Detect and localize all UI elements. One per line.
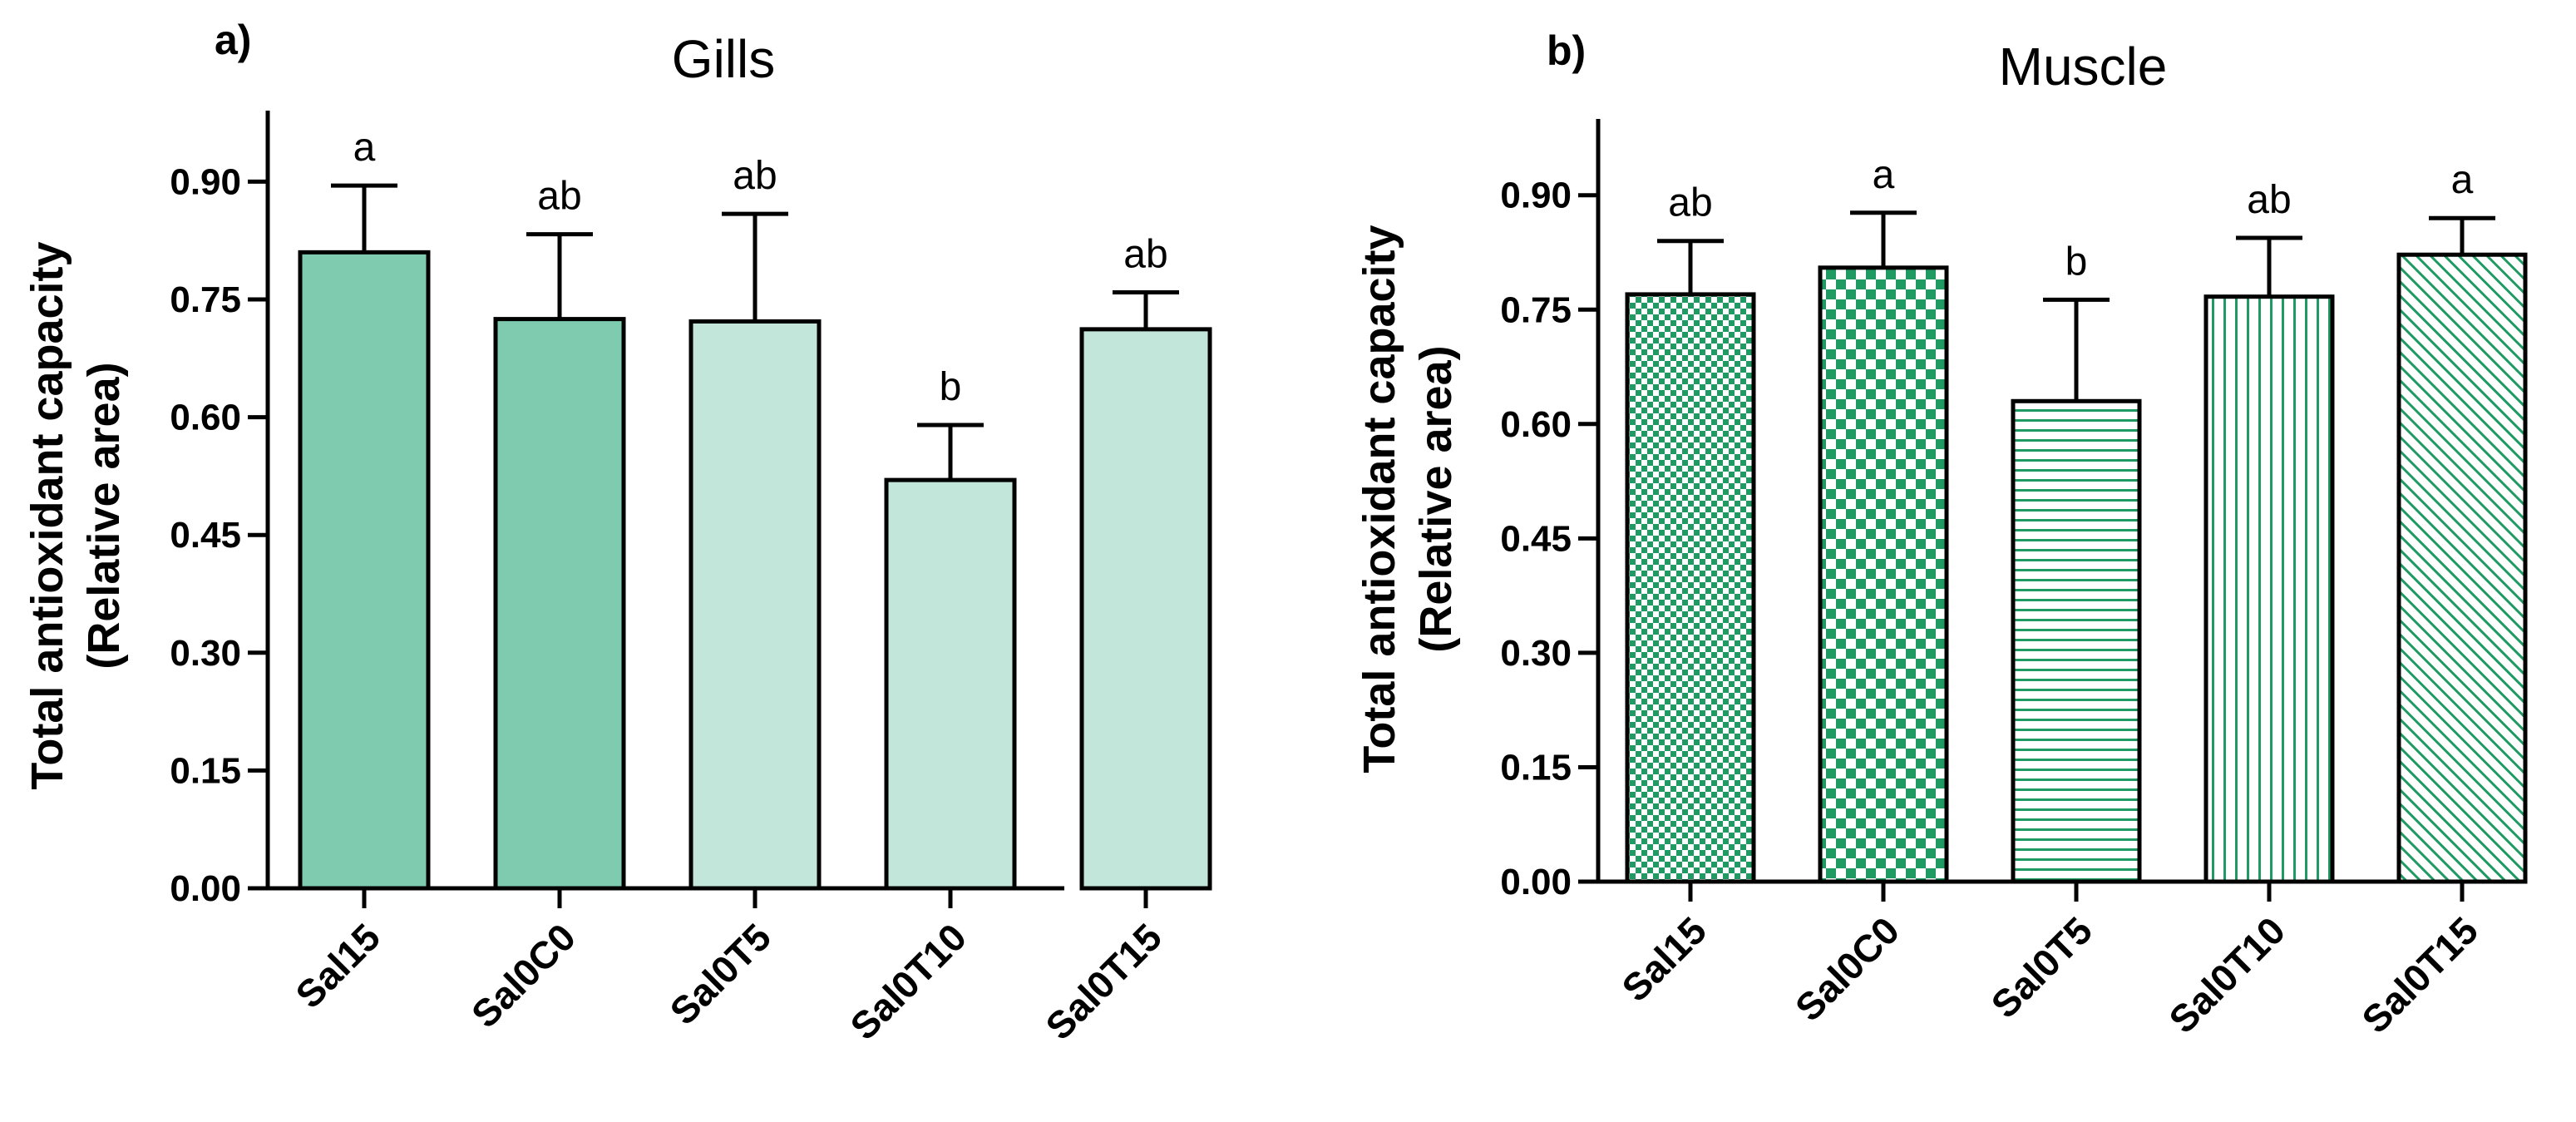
bar-sal0c0 xyxy=(1818,265,1949,884)
bar-sal15 xyxy=(298,250,431,891)
bar-sal0t10 xyxy=(884,477,1017,891)
y-axis-label-line1: Total antioxidant capacity xyxy=(1355,225,1404,773)
x-tick-label: Sal0T15 xyxy=(2353,908,2486,1041)
y-tick-label: 0.75 xyxy=(170,279,241,320)
bar-sal0t15 xyxy=(2396,252,2528,884)
y-tick-label: 0.75 xyxy=(1500,289,1572,330)
panel-muscle: b) Muscle Total antioxidant capacity (Re… xyxy=(1355,27,2528,1041)
x-tick-label: Sal0T15 xyxy=(1037,915,1170,1048)
y-axis-label-line2: (Relative area) xyxy=(1411,345,1461,652)
y-tick-label: 0.15 xyxy=(1500,747,1572,788)
axes-gills xyxy=(265,111,1064,891)
y-tick-label: 0.30 xyxy=(1500,633,1572,674)
y-tick-label: 0.00 xyxy=(1500,862,1572,902)
chart-title-muscle: Muscle xyxy=(1999,37,2168,96)
y-tick-label: 0.60 xyxy=(170,398,241,438)
panel-gills: a) Gills Total antioxidant capacity (Rel… xyxy=(22,17,1212,1048)
x-tick-label: Sal0T10 xyxy=(2160,908,2293,1041)
y-tick-label: 0.90 xyxy=(1500,175,1572,216)
bar-sal15 xyxy=(1625,292,1756,884)
x-tick-label: Sal15 xyxy=(287,915,388,1016)
y-tick-label: 0.60 xyxy=(1500,404,1572,445)
bar-sal0t10 xyxy=(2203,294,2335,884)
x-axis-categories: Sal15 Sal0C0 Sal0T5 Sal0T10 Sal0T15 xyxy=(1613,882,2486,1041)
significance-label: ab xyxy=(537,175,581,219)
x-tick-label: Sal0T5 xyxy=(1982,908,2100,1026)
bar-sal0t15 xyxy=(1079,327,1212,891)
significance-label: b xyxy=(940,365,962,409)
y-tick-label: 0.45 xyxy=(170,515,241,556)
axes-muscle xyxy=(1596,119,2511,884)
y-tick-label: 0.45 xyxy=(1500,518,1572,559)
significance-label: ab xyxy=(733,154,777,198)
significance-label: ab xyxy=(2247,178,2291,222)
x-axis-categories: Sal15 Sal0C0 Sal0T5 Sal0T10 Sal0T15 xyxy=(287,888,1170,1048)
bar-sal0t5 xyxy=(2011,398,2142,884)
y-tick-label: 0.15 xyxy=(170,750,241,791)
x-tick-label: Sal0T5 xyxy=(661,915,779,1033)
bar-sal0t5 xyxy=(688,319,822,891)
y-axis-label-line1: Total antioxidant capacity xyxy=(22,241,72,789)
y-tick-label: 0.00 xyxy=(170,868,241,909)
significance-label: ab xyxy=(1123,233,1167,277)
y-tick-label: 0.90 xyxy=(170,161,241,202)
bar-series: a ab ab b ab xyxy=(298,126,1212,891)
panel-letter-a: a) xyxy=(215,17,251,63)
significance-label: a xyxy=(353,126,376,170)
y-tick-label: 0.30 xyxy=(170,633,241,674)
panel-letter-b: b) xyxy=(1547,27,1586,74)
significance-label: a xyxy=(2451,158,2474,202)
y-axis-ticks: 0.00 0.15 0.30 0.45 0.60 0.75 0.90 xyxy=(1500,175,1598,902)
significance-label: a xyxy=(1873,153,1895,197)
bar-sal0c0 xyxy=(493,317,626,891)
x-tick-label: Sal0C0 xyxy=(1787,908,1907,1029)
significance-label: ab xyxy=(1668,181,1712,225)
y-axis-label-line2: (Relative area) xyxy=(79,362,129,669)
x-tick-label: Sal0T10 xyxy=(841,915,975,1048)
significance-label: b xyxy=(2065,240,2088,284)
x-tick-label: Sal15 xyxy=(1613,908,1715,1010)
y-axis-ticks: 0.00 0.15 0.30 0.45 0.60 0.75 0.90 xyxy=(170,161,268,909)
x-tick-label: Sal0C0 xyxy=(463,915,584,1036)
chart-title-gills: Gills xyxy=(672,29,775,89)
